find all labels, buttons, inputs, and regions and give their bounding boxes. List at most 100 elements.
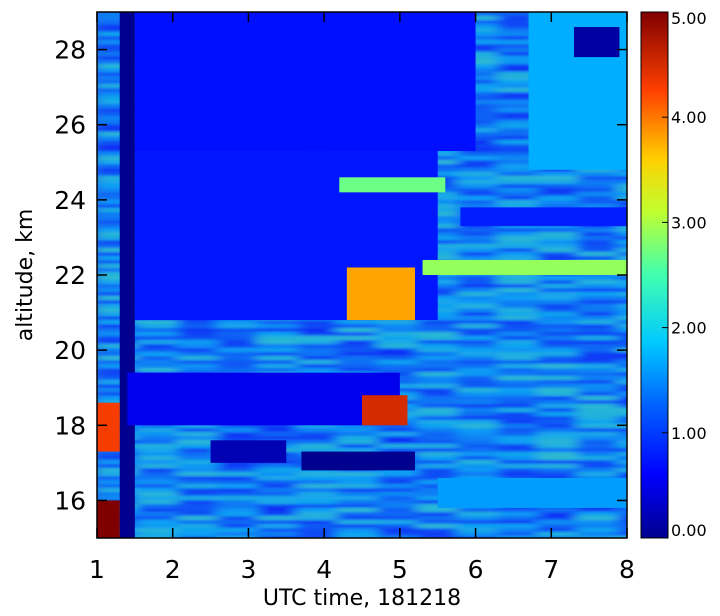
heatmap-texture: [457, 364, 497, 368]
heatmap-texture: [457, 440, 497, 444]
heatmap-texture: [297, 520, 337, 524]
heatmap-texture: [177, 324, 217, 328]
heatmap-texture: [537, 176, 577, 180]
heatmap-texture: [537, 168, 577, 172]
heatmap-texture: [497, 320, 537, 324]
heatmap-texture: [217, 340, 257, 344]
heatmap-texture: [537, 384, 577, 388]
heatmap-texture: [537, 312, 577, 316]
heatmap-texture: [577, 452, 617, 456]
heatmap-texture: [337, 320, 377, 324]
heatmap-texture: [457, 412, 497, 416]
heatmap-texture: [537, 468, 577, 472]
heatmap-texture: [497, 80, 537, 84]
heatmap-texture: [177, 492, 217, 496]
heatmap-texture: [217, 332, 257, 336]
heatmap-texture: [217, 504, 257, 508]
heatmap-texture: [137, 496, 177, 500]
heatmap-texture: [617, 528, 627, 532]
heatmap-texture: [417, 352, 457, 356]
heatmap-texture: [457, 388, 497, 392]
heatmap-texture: [377, 364, 417, 368]
heatmap-texture: [537, 340, 577, 344]
heatmap-cell: [460, 207, 627, 227]
heatmap-texture: [377, 496, 417, 500]
heatmap-texture: [177, 536, 217, 538]
heatmap-texture: [457, 400, 497, 404]
heatmap-texture: [297, 332, 337, 336]
heatmap-texture: [337, 480, 377, 484]
heatmap-texture: [577, 356, 617, 360]
heatmap-texture: [257, 472, 297, 476]
heatmap-texture: [297, 484, 337, 488]
heatmap-texture: [497, 248, 537, 252]
heatmap-texture: [297, 364, 337, 368]
heatmap-texture: [457, 348, 497, 352]
heatmap-texture: [177, 488, 217, 492]
heatmap-cell: [346, 267, 415, 321]
heatmap-texture: [497, 292, 537, 296]
heatmap-texture: [537, 288, 577, 292]
heatmap-texture: [537, 420, 577, 424]
heatmap-texture: [457, 344, 497, 348]
heatmap-texture: [97, 300, 137, 304]
heatmap-texture: [137, 440, 177, 444]
heatmap-texture: [297, 500, 337, 504]
heatmap-texture: [377, 528, 417, 532]
heatmap-texture: [577, 368, 617, 372]
heatmap-texture: [97, 168, 137, 172]
heatmap-texture: [97, 140, 137, 144]
heatmap-texture: [577, 388, 617, 392]
heatmap-texture: [257, 348, 297, 352]
heatmap-texture: [457, 340, 497, 344]
heatmap-texture: [337, 496, 377, 500]
heatmap-texture: [497, 16, 537, 20]
heatmap-texture: [337, 512, 377, 516]
heatmap-texture: [457, 372, 497, 376]
heatmap-texture: [97, 240, 137, 244]
heatmap-texture: [537, 524, 577, 528]
heatmap-texture: [617, 440, 627, 444]
heatmap-texture: [97, 472, 137, 476]
heatmap-texture: [457, 280, 497, 284]
heatmap-texture: [257, 368, 297, 372]
heatmap-texture: [297, 344, 337, 348]
heatmap-texture: [617, 276, 627, 280]
colorbar-tick-label: 0.00: [671, 521, 707, 540]
heatmap-texture: [97, 184, 137, 188]
heatmap-texture: [377, 472, 417, 476]
heatmap-texture: [217, 360, 257, 364]
heatmap-texture: [217, 528, 257, 532]
heatmap-texture: [177, 484, 217, 488]
heatmap-texture: [97, 496, 137, 500]
heatmap-texture: [577, 508, 617, 512]
heatmap-texture: [457, 452, 497, 456]
heatmap-texture: [497, 160, 537, 164]
heatmap-texture: [577, 448, 617, 452]
heatmap-texture: [497, 380, 537, 384]
heatmap-texture: [137, 348, 177, 352]
heatmap-texture: [177, 452, 217, 456]
heatmap-texture: [577, 176, 617, 180]
heatmap-texture: [457, 304, 497, 308]
heatmap-texture: [137, 508, 177, 512]
heatmap-texture: [577, 308, 617, 312]
heatmap-cell: [97, 500, 120, 538]
heatmap-texture: [297, 352, 337, 356]
heatmap-texture: [337, 488, 377, 492]
heatmap-texture: [577, 408, 617, 412]
heatmap-texture: [257, 512, 297, 516]
heatmap-texture: [577, 384, 617, 388]
x-tick-label: 3: [240, 555, 256, 584]
heatmap-texture: [257, 424, 297, 428]
heatmap-texture: [97, 324, 137, 328]
heatmap-texture: [617, 324, 627, 328]
heatmap-texture: [417, 320, 457, 324]
heatmap-texture: [457, 308, 497, 312]
heatmap-texture: [617, 356, 627, 360]
heatmap-texture: [537, 528, 577, 532]
heatmap-texture: [457, 60, 497, 64]
heatmap-texture: [337, 492, 377, 496]
heatmap-texture: [497, 300, 537, 304]
heatmap-texture: [417, 436, 457, 440]
